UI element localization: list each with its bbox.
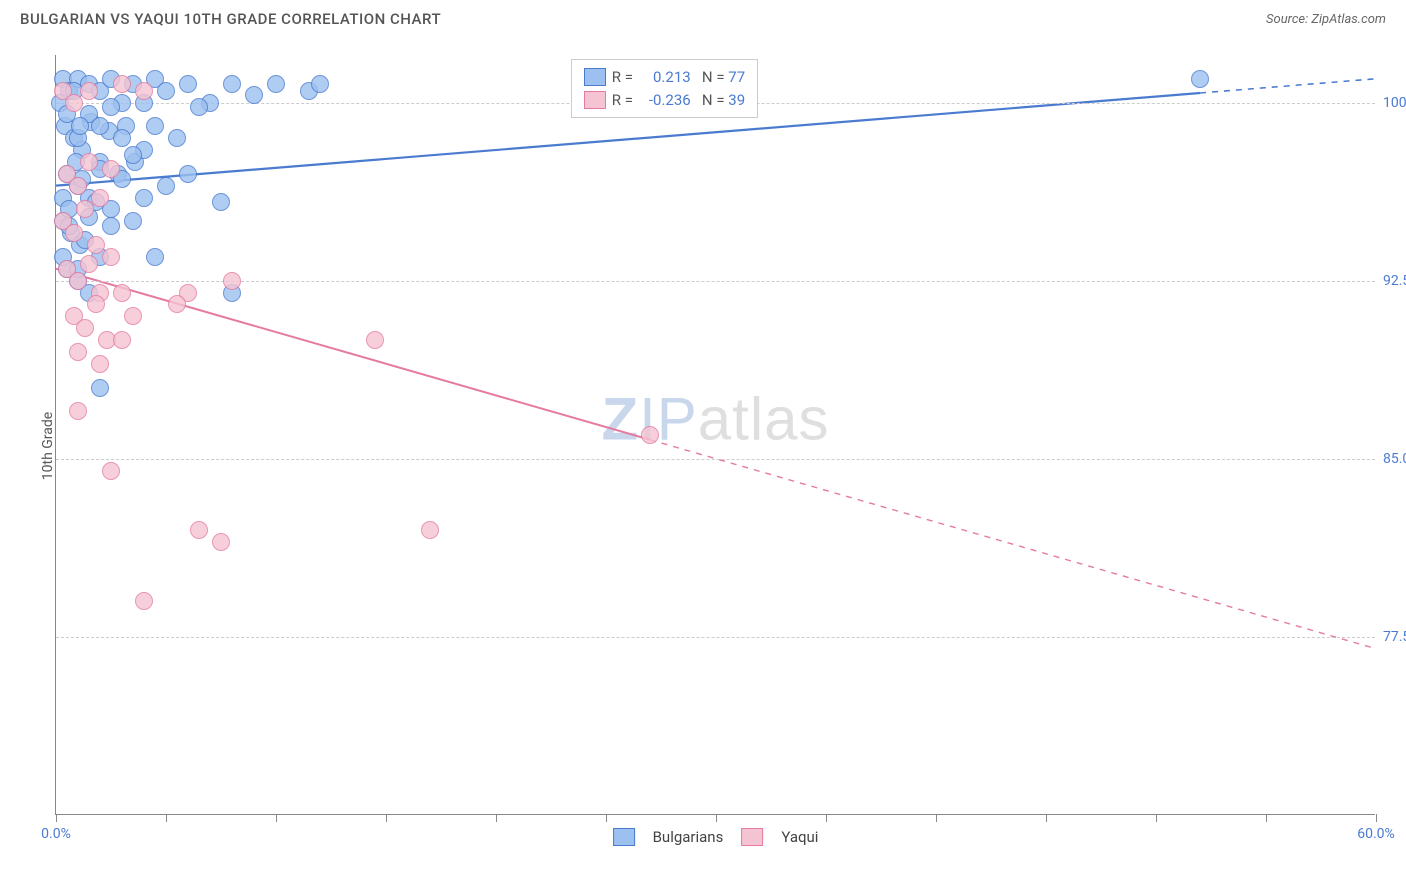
scatter-point [102,217,120,235]
stats-legend-row: R = -0.236 N = 39 [584,89,745,112]
chart-source: Source: ZipAtlas.com [1266,12,1386,27]
scatter-point [91,355,109,373]
x-tick [1046,814,1047,822]
scatter-point [80,153,98,171]
scatter-point [1191,70,1209,88]
scatter-point [124,212,142,230]
y-axis-label: 10th Grade [40,412,56,480]
scatter-point [102,462,120,480]
scatter-point [135,82,153,100]
gridline-horizontal [56,637,1375,638]
x-tick [1376,814,1377,822]
scatter-point [76,319,94,337]
scatter-point [124,146,142,164]
legend-stat-text: R = 0.213 N = 77 [612,66,745,89]
scatter-point [135,189,153,207]
watermark: ZIPatlas [601,385,829,454]
scatter-point [641,426,659,444]
gridline-horizontal [56,459,1375,460]
y-tick-label: 100.0% [1383,95,1406,111]
scatter-point [91,117,109,135]
scatter-point [113,129,131,147]
legend-series-label: Yaqui [781,828,818,846]
legend-swatch [613,828,635,846]
x-tick [1156,814,1157,822]
scatter-point [267,75,285,93]
x-tick [826,814,827,822]
legend-swatch [584,91,606,109]
scatter-point [80,82,98,100]
scatter-point [91,379,109,397]
bottom-legend: Bulgarians Yaqui [613,828,819,846]
legend-series-label: Bulgarians [653,828,724,846]
scatter-point [80,255,98,273]
watermark-z: Z [601,386,639,453]
scatter-point [65,224,83,242]
x-tick [276,814,277,822]
scatter-point [311,75,329,93]
y-tick-label: 85.0% [1383,451,1406,467]
scatter-point [124,307,142,325]
scatter-point [168,295,186,313]
scatter-point [102,248,120,266]
stats-legend: R = 0.213 N = 77R = -0.236 N = 39 [571,59,758,118]
x-tick [606,814,607,822]
scatter-point [69,177,87,195]
scatter-point [245,86,263,104]
x-tick [56,814,57,822]
scatter-point [190,98,208,116]
scatter-point [146,248,164,266]
x-tick [166,814,167,822]
chart-plot-area: ZIPatlas 77.5%85.0%92.5%100.0%0.0%60.0%R… [55,55,1375,815]
scatter-point [135,592,153,610]
x-tick [496,814,497,822]
x-tick-label: 0.0% [41,826,71,842]
gridline-horizontal [56,281,1375,282]
scatter-point [102,160,120,178]
scatter-point [65,94,83,112]
chart-title: BULGARIAN VS YAQUI 10TH GRADE CORRELATIO… [20,10,441,28]
scatter-point [366,331,384,349]
trend-lines [56,55,1375,814]
scatter-point [69,343,87,361]
x-tick [1266,814,1267,822]
scatter-point [69,272,87,290]
scatter-point [157,82,175,100]
scatter-point [102,98,120,116]
scatter-point [71,117,89,135]
chart-header: BULGARIAN VS YAQUI 10TH GRADE CORRELATIO… [0,0,1406,34]
scatter-point [87,236,105,254]
scatter-point [157,177,175,195]
legend-swatch [584,68,606,86]
legend-swatch [741,828,763,846]
x-tick [716,814,717,822]
scatter-point [69,402,87,420]
scatter-point [223,272,241,290]
x-tick [386,814,387,822]
scatter-point [179,75,197,93]
watermark-atlas: atlas [698,386,830,453]
y-tick-label: 77.5% [1383,629,1406,645]
scatter-point [113,331,131,349]
scatter-point [179,165,197,183]
stats-legend-row: R = 0.213 N = 77 [584,66,745,89]
scatter-point [212,193,230,211]
scatter-point [212,533,230,551]
scatter-point [91,189,109,207]
legend-stat-text: R = -0.236 N = 39 [612,89,745,112]
scatter-point [113,75,131,93]
scatter-point [223,75,241,93]
scatter-point [76,200,94,218]
scatter-point [190,521,208,539]
x-tick [936,814,937,822]
scatter-point [421,521,439,539]
y-tick-label: 92.5% [1383,273,1406,289]
x-tick-label: 60.0% [1357,826,1395,842]
scatter-point [113,284,131,302]
scatter-point [168,129,186,147]
scatter-point [146,117,164,135]
scatter-point [87,295,105,313]
